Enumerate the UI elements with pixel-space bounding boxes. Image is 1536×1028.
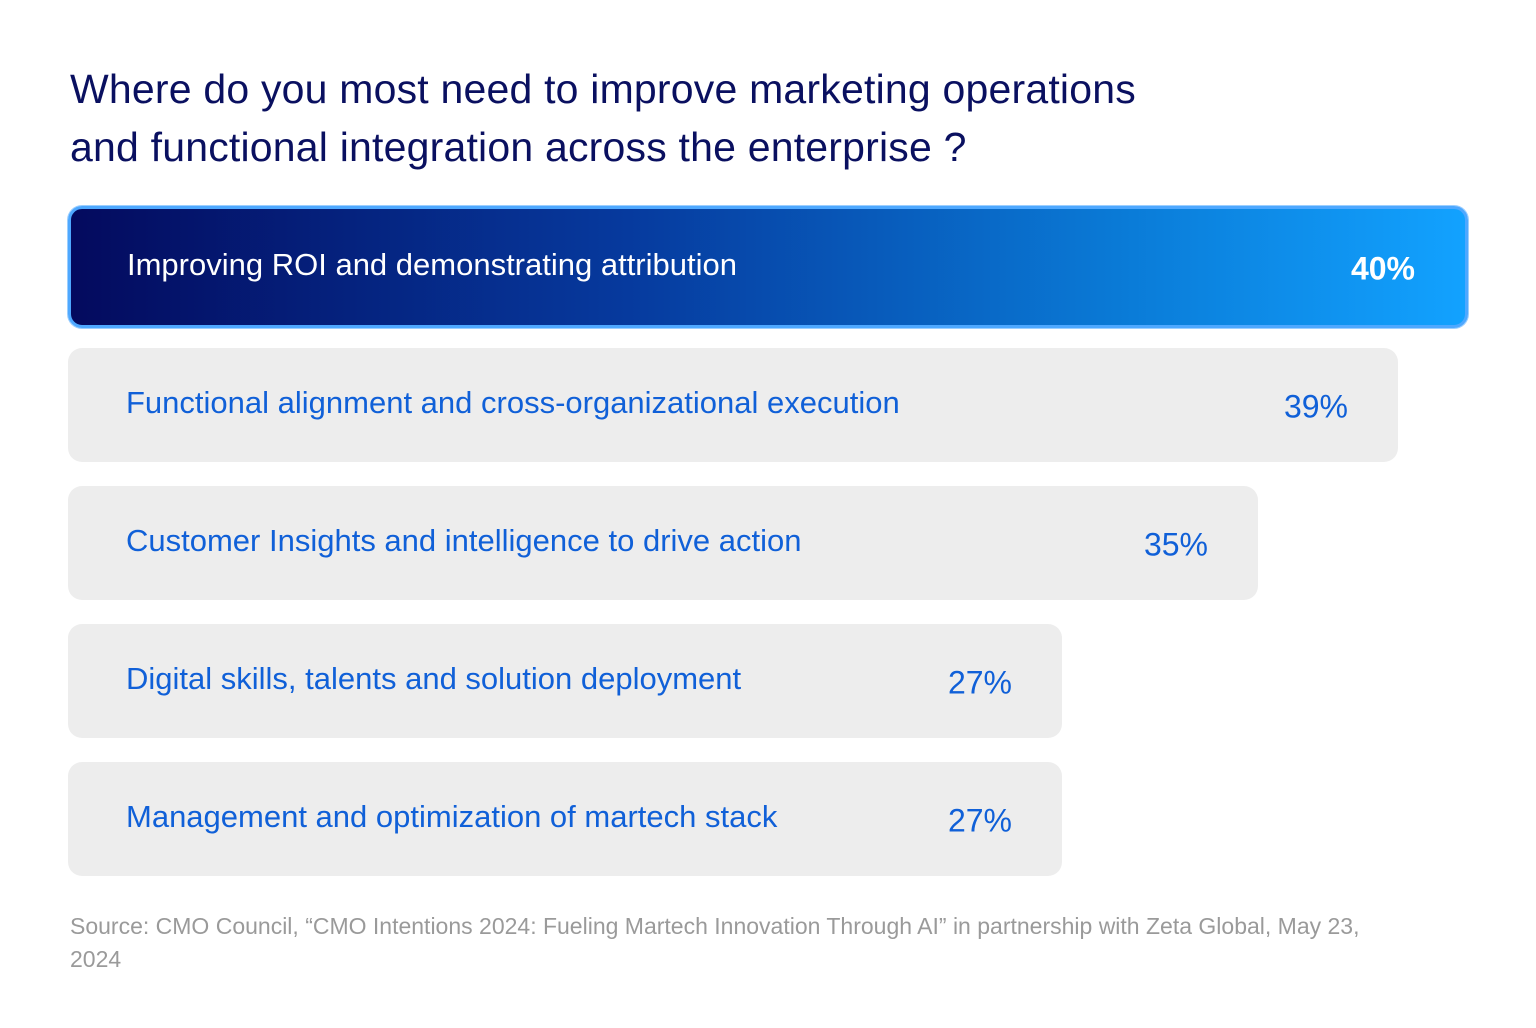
bar-chart: Improving ROI and demonstrating attribut… [68,206,1468,878]
bar-value-label: 27% [947,802,1012,839]
bar-value-label: 27% [947,664,1012,701]
bar-5: Management and optimization of martech s… [68,762,1062,876]
bar-4: Digital skills, talents and solution dep… [68,624,1062,738]
bar-1: Improving ROI and demonstrating attribut… [68,206,1468,328]
chart-title: Where do you most need to improve market… [70,60,1370,176]
source-note: Source: CMO Council, “CMO Intentions 202… [70,913,1360,972]
bar-value-label: 39% [1283,388,1348,425]
bar-label: Improving ROI and demonstrating attribut… [127,247,737,283]
bar-label: Customer Insights and intelligence to dr… [126,523,802,559]
chart-title-line-1: Where do you most need to improve market… [70,66,1136,112]
bar-label: Functional alignment and cross-organizat… [126,385,900,421]
bar-label: Management and optimization of martech s… [126,799,778,835]
bar-3: Customer Insights and intelligence to dr… [68,486,1258,600]
bar-value-label: 40% [1350,250,1415,287]
chart-title-line-2: and functional integration across the en… [70,124,967,170]
bar-value-label: 35% [1143,526,1208,563]
bar-label: Digital skills, talents and solution dep… [126,661,742,697]
bar-2: Functional alignment and cross-organizat… [68,348,1398,462]
